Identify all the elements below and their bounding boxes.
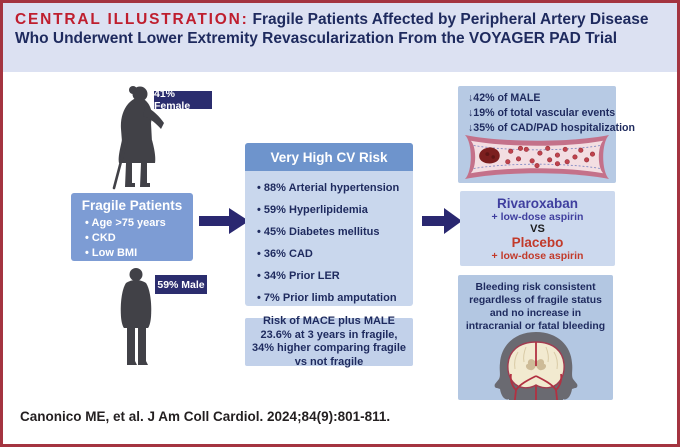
treatment-arm1: Rivaroxaban xyxy=(496,196,579,211)
list-item: 36% CAD xyxy=(257,247,413,261)
outcomes-box: ↓42% of MALE ↓19% of total vascular event… xyxy=(458,86,635,183)
list-item: 59% Hyperlipidemia xyxy=(257,203,413,217)
bleeding-risk-text: Bleeding risk consistent regardless of f… xyxy=(465,282,606,332)
male-badge-label: 59% Male xyxy=(157,278,205,291)
mace-risk-text: Risk of MACE plus MALE 23.6% at 3 years … xyxy=(251,315,407,368)
mace-risk-note: Risk of MACE plus MALE 23.6% at 3 years … xyxy=(245,315,413,368)
page-title: Fragile Patients Affected by Peripheral … xyxy=(15,11,649,47)
artery-icon xyxy=(464,134,610,180)
treatment-arm2: Placebo xyxy=(511,235,564,250)
versus-label: VS xyxy=(530,223,545,235)
right-arrow-icon xyxy=(422,207,462,235)
outcome-item: ↓35% of CAD/PAD hospitalization xyxy=(468,122,635,134)
title-label: CENTRAL ILLUSTRATION: xyxy=(15,11,249,28)
list-item: 7% Prior limb amputation xyxy=(257,291,413,305)
bleeding-risk-box: Bleeding risk consistent regardless of f… xyxy=(458,275,613,400)
list-item: 88% Arterial hypertension xyxy=(257,181,413,195)
list-item: 34% Prior LER xyxy=(257,269,413,283)
list-item: CKD xyxy=(85,231,193,246)
treatment-comparison-box: Rivaroxaban + low-dose aspirin VS Placeb… xyxy=(460,191,615,266)
treatment-arm1-sub: + low-dose aspirin xyxy=(491,211,584,223)
cv-risk-box: Very High CV Risk 88% Arterial hypertens… xyxy=(245,143,413,306)
outcome-item: ↓19% of total vascular events xyxy=(468,107,616,119)
treatment-arm2-sub: + low-dose aspirin xyxy=(491,250,584,262)
female-percentage-badge: 41% Female xyxy=(154,88,212,112)
outcomes-list: ↓42% of MALE ↓19% of total vascular event… xyxy=(468,91,635,136)
elderly-man-icon xyxy=(114,267,158,369)
list-item: Age >75 years xyxy=(85,216,193,231)
fragile-patients-box: Fragile Patients Age >75 yearsCKDLow BMI xyxy=(71,193,193,261)
outcome-item: ↓42% of MALE xyxy=(468,92,541,104)
cv-risk-list: 88% Arterial hypertension 59% Hyperlipide… xyxy=(245,181,413,305)
title-band: CENTRAL ILLUSTRATION: Fragile Patients Af… xyxy=(3,3,677,72)
list-item: Low BMI xyxy=(85,246,193,261)
brain-icon xyxy=(484,330,588,400)
female-badge-label: 41% Female xyxy=(154,88,191,112)
male-percentage-badge: 59% Male xyxy=(155,275,207,294)
right-arrow-icon xyxy=(199,207,249,235)
list-item: 45% Diabetes mellitus xyxy=(257,225,413,239)
fragile-patients-title: Fragile Patients xyxy=(81,198,183,213)
elderly-woman-icon xyxy=(103,85,169,191)
citation: Canonico ME, et al. J Am Coll Cardiol. 2… xyxy=(20,409,391,424)
fragile-patients-list: Age >75 yearsCKDLow BMI xyxy=(71,216,193,261)
cv-risk-title: Very High CV Risk xyxy=(245,143,413,171)
